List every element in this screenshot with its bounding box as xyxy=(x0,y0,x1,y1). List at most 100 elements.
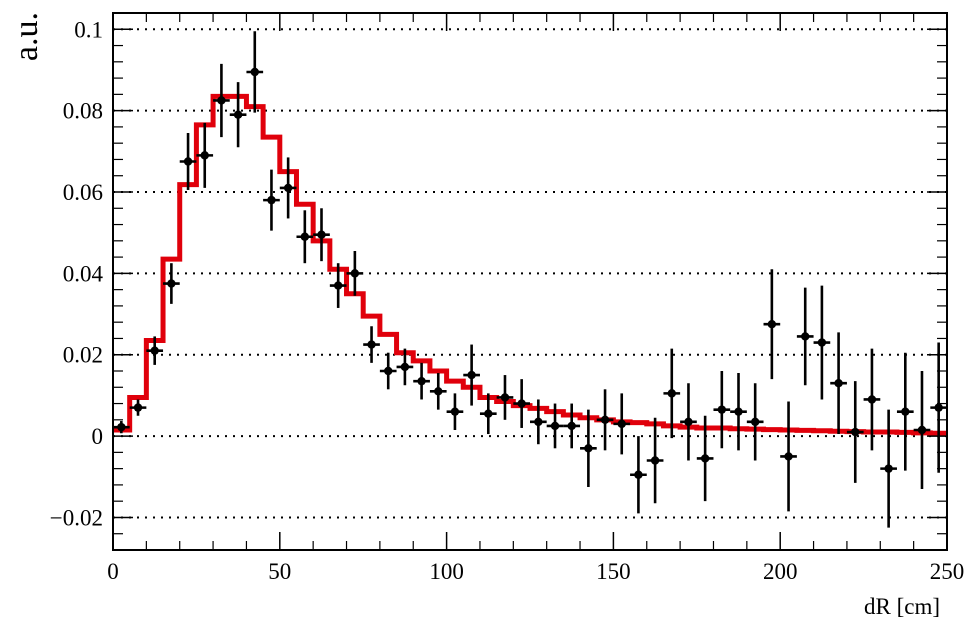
point-marker xyxy=(417,376,426,386)
data-point xyxy=(213,63,230,138)
data-point xyxy=(229,82,247,148)
data-point xyxy=(479,393,497,435)
point-marker xyxy=(734,407,743,416)
point-marker xyxy=(717,405,727,414)
point-marker xyxy=(200,151,209,160)
x-axis-title: dR [cm] xyxy=(864,594,940,619)
point-marker xyxy=(617,419,626,429)
point-marker xyxy=(901,407,910,416)
data-point xyxy=(396,348,414,386)
data-point xyxy=(680,383,697,461)
data-point xyxy=(596,389,614,451)
data-point xyxy=(446,393,464,430)
point-marker xyxy=(801,332,810,341)
point-marker xyxy=(567,421,576,431)
point-marker xyxy=(767,320,777,329)
y-tick-label: 0.1 xyxy=(74,17,103,42)
point-marker xyxy=(600,415,610,425)
data-point xyxy=(163,263,180,304)
data-point xyxy=(913,371,931,489)
data-point xyxy=(546,403,564,449)
data-point xyxy=(930,342,947,473)
point-marker xyxy=(450,407,460,416)
data-point xyxy=(563,403,581,449)
point-marker xyxy=(384,366,393,376)
x-tick-labels: 0 50 100 150 200 250 xyxy=(107,559,964,584)
x-tick-label: 200 xyxy=(763,559,798,584)
data-point xyxy=(613,393,631,455)
data-point xyxy=(379,352,397,390)
data-point xyxy=(246,31,264,113)
point-marker xyxy=(183,157,193,166)
data-point xyxy=(896,352,914,471)
y-tick-label: 0.08 xyxy=(63,99,103,124)
point-marker xyxy=(884,464,893,473)
point-marker xyxy=(333,281,343,290)
point-marker xyxy=(500,393,510,402)
point-marker xyxy=(317,230,326,239)
point-marker xyxy=(300,232,310,241)
data-point xyxy=(796,287,814,386)
point-marker xyxy=(650,456,660,465)
data-point xyxy=(329,263,347,308)
y-tick-label: 0.04 xyxy=(63,261,104,286)
point-marker xyxy=(367,340,376,349)
point-marker xyxy=(667,389,676,398)
y-tick-label: 0.06 xyxy=(63,180,103,205)
y-axis-title: a.u. xyxy=(8,12,45,61)
y-tick-labels: −0.02 0 0.02 0.04 0.06 0.08 0.1 xyxy=(50,17,104,530)
point-marker xyxy=(217,96,226,105)
data-point xyxy=(513,379,530,428)
data-point xyxy=(429,373,447,410)
point-marker xyxy=(233,110,243,119)
grid-lines xyxy=(113,28,947,519)
point-marker xyxy=(750,417,760,427)
data-point xyxy=(196,122,214,188)
point-marker xyxy=(917,425,927,435)
point-marker xyxy=(350,269,360,278)
point-marker xyxy=(167,279,176,288)
point-marker xyxy=(817,338,827,347)
data-point xyxy=(730,373,747,451)
data-point xyxy=(830,332,847,435)
point-marker xyxy=(283,183,293,193)
histogram-line xyxy=(113,93,947,436)
data-point xyxy=(296,210,314,264)
data-point xyxy=(863,348,881,451)
x-tick-label: 100 xyxy=(429,559,464,584)
x-tick-label: 150 xyxy=(596,559,631,584)
y-tick-label: 0.02 xyxy=(63,343,103,368)
data-point xyxy=(763,269,781,380)
data-point xyxy=(346,250,364,296)
data-points-series xyxy=(113,31,947,528)
data-point xyxy=(496,375,514,420)
data-point xyxy=(846,381,864,483)
data-point xyxy=(413,362,430,400)
point-marker xyxy=(634,470,643,479)
data-point xyxy=(880,409,897,528)
point-marker xyxy=(117,422,126,432)
point-marker xyxy=(400,362,410,372)
data-point xyxy=(713,371,731,449)
data-point xyxy=(113,421,130,434)
point-marker xyxy=(150,346,159,355)
point-marker xyxy=(784,452,793,461)
point-marker xyxy=(550,421,560,431)
data-point xyxy=(746,383,764,461)
point-marker xyxy=(867,395,877,404)
point-marker xyxy=(684,417,693,427)
point-marker xyxy=(133,403,143,412)
point-marker xyxy=(584,444,593,453)
point-marker xyxy=(267,195,276,205)
data-point xyxy=(646,417,664,504)
data-point xyxy=(363,326,380,363)
point-marker xyxy=(250,67,259,77)
data-point xyxy=(780,401,797,512)
histogram-series xyxy=(113,93,947,436)
x-tick-label: 50 xyxy=(268,559,291,584)
axis-ticks xyxy=(112,12,948,551)
data-point xyxy=(580,409,597,487)
point-marker xyxy=(851,427,860,437)
x-tick-label: 250 xyxy=(930,559,965,584)
